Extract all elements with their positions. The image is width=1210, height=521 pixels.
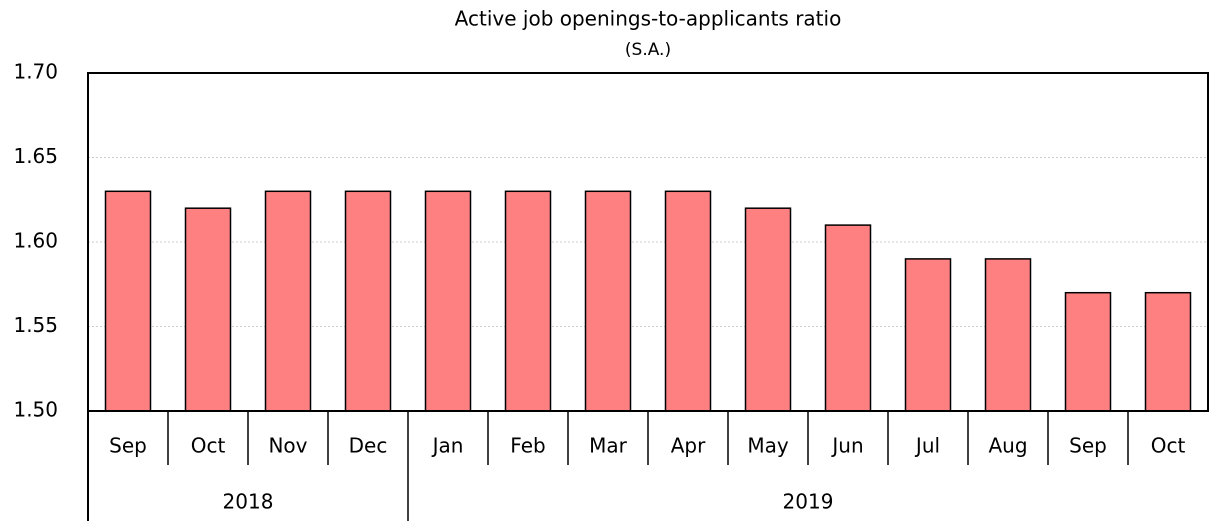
plot-frame (87, 72, 1209, 412)
bar (424, 190, 472, 412)
y-tick-label: 1.50 (13, 398, 58, 422)
bar (1064, 291, 1112, 412)
x-tick-label: Apr (671, 434, 706, 458)
x-tick-label: Sep (109, 434, 147, 458)
x-tick-label: Jan (431, 434, 464, 458)
y-tick-label: 1.70 (13, 60, 58, 84)
x-tick-label: Mar (589, 434, 628, 458)
bar (984, 258, 1032, 412)
x-tick-label: Jul (914, 434, 940, 458)
bar (584, 190, 632, 412)
x-tick-label: Jun (830, 434, 863, 458)
bar (104, 190, 152, 412)
bar (184, 207, 232, 412)
y-tick-label: 1.60 (13, 229, 58, 253)
x-tick-label: Oct (1151, 434, 1186, 458)
bar (504, 190, 552, 412)
bar (744, 207, 792, 412)
y-tick-label: 1.55 (13, 313, 58, 337)
x-tick-label: Dec (349, 434, 388, 458)
x-tick-label: Oct (191, 434, 226, 458)
chart-subtitle: (S.A.) (625, 40, 671, 60)
x-tick-label: May (747, 434, 789, 458)
x-tick-label: Sep (1069, 434, 1107, 458)
y-tick-label: 1.65 (13, 144, 58, 168)
bar (904, 258, 952, 412)
x-tick-label: Nov (268, 434, 307, 458)
bar (344, 190, 392, 412)
bar (664, 190, 712, 412)
group-label: 2019 (783, 490, 834, 514)
x-tick-label: Feb (510, 434, 545, 458)
bar (264, 190, 312, 412)
bar (1144, 291, 1192, 412)
x-tick-label: Aug (988, 434, 1027, 458)
group-label: 2018 (223, 490, 274, 514)
chart-title: Active job openings-to-applicants ratio (455, 7, 842, 31)
bar (824, 224, 872, 412)
